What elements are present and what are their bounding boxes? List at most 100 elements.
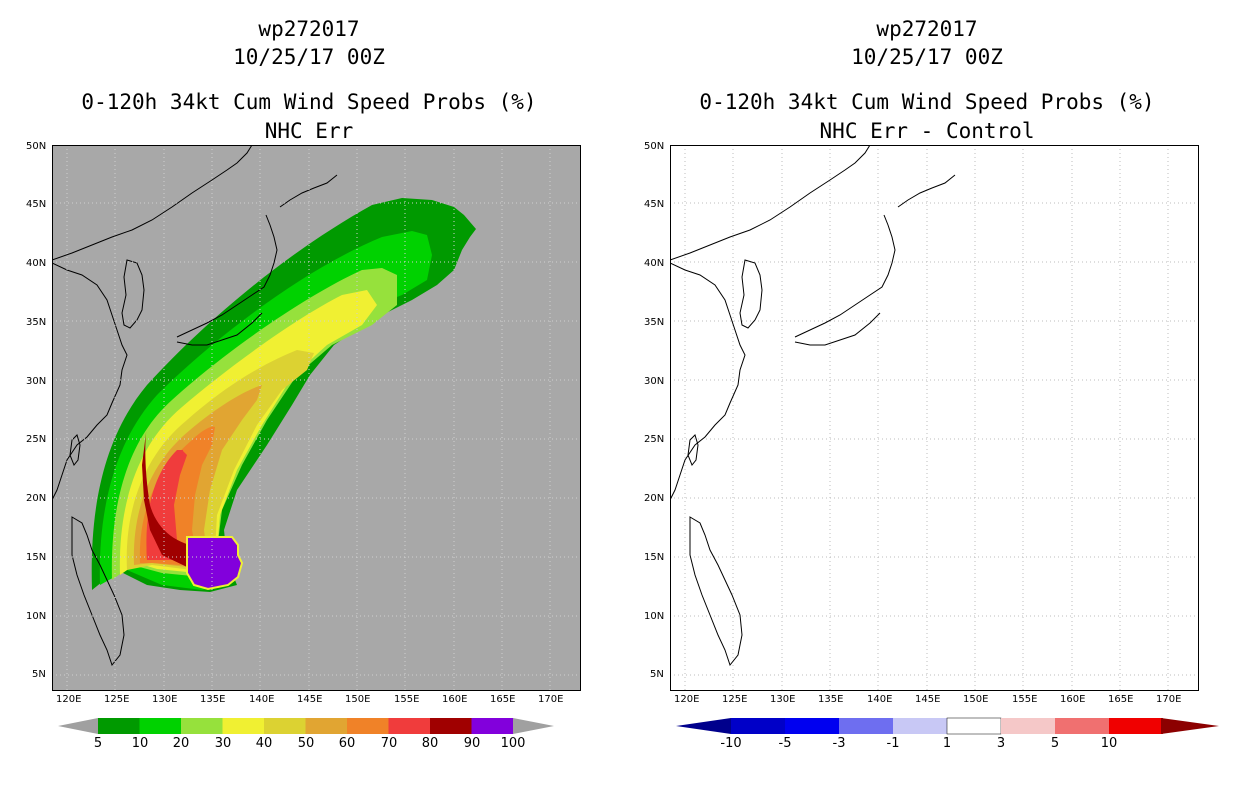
lon-label: 170E bbox=[1156, 694, 1182, 705]
prob-90-contour bbox=[142, 425, 212, 567]
asia-coastline bbox=[52, 145, 253, 501]
lat-label: 20N bbox=[644, 493, 665, 504]
lon-label: 130E bbox=[152, 694, 178, 705]
lon-label: 130E bbox=[770, 694, 796, 705]
colorbar-swatch bbox=[222, 718, 264, 734]
product-title: 0-120h 34kt Cum Wind Speed Probs (%) bbox=[699, 90, 1155, 114]
colorbar-label: -1 bbox=[886, 736, 900, 751]
lon-label: 120E bbox=[674, 694, 700, 705]
lat-label: 50N bbox=[644, 141, 665, 152]
colorbar-label: 5 bbox=[93, 736, 103, 751]
lon-label: 150E bbox=[963, 694, 989, 705]
colorbar-swatch bbox=[1055, 718, 1109, 734]
coastlines bbox=[670, 145, 956, 667]
lon-label: 125E bbox=[722, 694, 748, 705]
lat-label: 30N bbox=[26, 376, 47, 387]
lon-label: 125E bbox=[104, 694, 130, 705]
colorbar-low-end bbox=[58, 718, 98, 734]
lat-label: 25N bbox=[26, 434, 47, 445]
map-frame bbox=[670, 145, 1199, 691]
colorbar-high-end bbox=[513, 718, 554, 734]
difference-map bbox=[670, 145, 1199, 691]
colorbar-label: 10 bbox=[131, 736, 149, 751]
colorbar-label: 50 bbox=[297, 736, 315, 751]
philippines-coastline bbox=[689, 516, 743, 667]
lat-label: 25N bbox=[644, 434, 665, 445]
colorbar-label: -5 bbox=[778, 736, 792, 751]
lon-label: 120E bbox=[56, 694, 82, 705]
grid-lines bbox=[670, 145, 1199, 691]
lon-label: 160E bbox=[442, 694, 468, 705]
lon-label: 140E bbox=[867, 694, 893, 705]
colorbar-label: 100 bbox=[500, 736, 526, 751]
colorbar-label: 3 bbox=[996, 736, 1006, 751]
right-map-panel: wp272017 10/25/17 00Z 0-120h 34kt Cum Wi… bbox=[618, 0, 1236, 800]
colorbar-label: 90 bbox=[463, 736, 481, 751]
colorbar-swatch bbox=[264, 718, 306, 734]
lon-label: 155E bbox=[1012, 694, 1038, 705]
left-map-panel: wp272017 10/25/17 00Z 0-120h 34kt Cum Wi… bbox=[26, 17, 581, 751]
colorbar-swatch bbox=[98, 718, 140, 734]
colorbar-swatch bbox=[1109, 718, 1163, 734]
colorbar-label: 70 bbox=[380, 736, 398, 751]
lat-label: 35N bbox=[644, 317, 665, 328]
colorbar-label: 80 bbox=[421, 736, 439, 751]
storm-id-title: wp272017 bbox=[258, 17, 360, 41]
lon-label: 145E bbox=[297, 694, 323, 705]
lon-label: 165E bbox=[490, 694, 516, 705]
coastlines bbox=[52, 145, 338, 667]
lon-label: 135E bbox=[818, 694, 844, 705]
colorbar-label: 1 bbox=[942, 736, 952, 751]
lat-label: 15N bbox=[26, 552, 47, 563]
taiwan-coastline bbox=[687, 434, 699, 466]
lat-label: 45N bbox=[26, 199, 47, 210]
lat-label: 5N bbox=[32, 669, 46, 680]
colorbar-label: 60 bbox=[338, 736, 356, 751]
lat-label: 15N bbox=[644, 552, 665, 563]
map-frame bbox=[52, 145, 581, 691]
colorbar-swatch bbox=[388, 718, 430, 734]
korea-coastline bbox=[121, 259, 145, 329]
colorbar-swatch bbox=[139, 718, 181, 734]
colorbar-swatch bbox=[347, 718, 389, 734]
lon-label: 150E bbox=[345, 694, 371, 705]
colorbar-label: 40 bbox=[255, 736, 273, 751]
colorbar-swatch bbox=[305, 718, 347, 734]
korea-coastline bbox=[739, 259, 763, 329]
lon-label: 165E bbox=[1108, 694, 1134, 705]
lat-label: 45N bbox=[644, 199, 665, 210]
lat-label: 40N bbox=[644, 258, 665, 269]
map-background bbox=[670, 145, 1199, 691]
colorbar-label: 10 bbox=[1100, 736, 1118, 751]
colorbar-swatch bbox=[471, 718, 513, 734]
model-title: NHC Err - Control bbox=[819, 119, 1035, 143]
colorbar-swatch bbox=[785, 718, 839, 734]
lat-label: 10N bbox=[26, 611, 47, 622]
japan-coastline bbox=[794, 174, 956, 346]
datetime-title: 10/25/17 00Z bbox=[233, 45, 385, 69]
lon-label: 160E bbox=[1060, 694, 1086, 705]
datetime-title: 10/25/17 00Z bbox=[851, 45, 1003, 69]
lat-label: 5N bbox=[650, 669, 664, 680]
lat-label: 40N bbox=[26, 258, 47, 269]
colorbar-swatch bbox=[181, 718, 223, 734]
colorbar-low-end bbox=[676, 718, 731, 734]
colorbar-swatch bbox=[430, 718, 472, 734]
lat-label: 35N bbox=[26, 317, 47, 328]
lat-label: 30N bbox=[644, 376, 665, 387]
colorbar-swatch bbox=[839, 718, 893, 734]
colorbar-label: 30 bbox=[214, 736, 232, 751]
colorbar-high-end-triangle bbox=[1161, 718, 1219, 734]
product-title: 0-120h 34kt Cum Wind Speed Probs (%) bbox=[81, 90, 537, 114]
model-title: NHC Err bbox=[264, 119, 354, 143]
colorbar-label: 5 bbox=[1050, 736, 1060, 751]
grid-lines bbox=[52, 145, 581, 691]
lon-label: 170E bbox=[538, 694, 564, 705]
colorbar-swatch bbox=[946, 717, 1002, 735]
colorbar-label: -10 bbox=[720, 736, 742, 751]
lon-label: 135E bbox=[200, 694, 226, 705]
lon-label: 140E bbox=[249, 694, 275, 705]
probability-colorbar bbox=[58, 718, 554, 734]
colorbar-swatch bbox=[731, 718, 785, 734]
colorbar-swatch bbox=[1001, 718, 1055, 734]
